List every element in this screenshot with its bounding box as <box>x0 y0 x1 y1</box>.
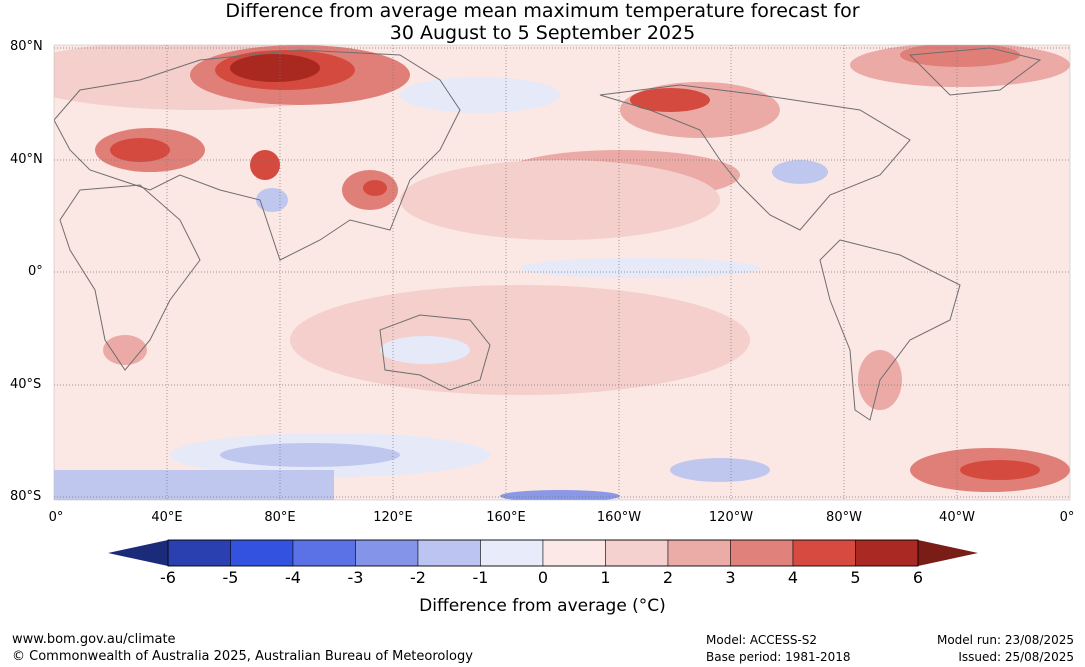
anomaly-zone <box>363 180 387 196</box>
colorbar-segment <box>605 539 669 567</box>
anomaly-zone <box>250 150 280 180</box>
footer-model-run: Model run: 23/08/2025 <box>936 633 1074 647</box>
anomaly-zone <box>670 458 770 482</box>
colorbar-segment <box>730 539 794 567</box>
colorbar-segment <box>542 539 606 567</box>
colorbar-segments <box>167 539 919 567</box>
temperature-anomaly-map <box>53 44 1071 501</box>
colorbar-tick-label: 4 <box>787 568 799 587</box>
lon-label-80e: 80°E <box>264 510 296 525</box>
anomaly-zone <box>630 88 710 112</box>
lon-label-0-left: 0° <box>48 510 64 525</box>
anomaly-zone <box>230 54 320 82</box>
colorbar-tick-label: -2 <box>410 568 426 587</box>
lat-label-80n: 80°N <box>10 39 43 54</box>
lat-label-80s: 80°S <box>10 489 42 504</box>
colorbar-segment <box>417 539 481 567</box>
colorbar-segment <box>480 539 544 567</box>
colorbar-segment <box>667 539 731 567</box>
lon-label-120w: 120°W <box>708 510 754 525</box>
colorbar-under-arrow <box>108 540 168 566</box>
africa-outline <box>59 184 201 371</box>
anomaly-zone <box>54 470 334 500</box>
colorbar-tick-label: 2 <box>662 568 674 587</box>
south-america-outline <box>819 239 961 421</box>
greenland-outline <box>908 47 1042 96</box>
colorbar-tick-label: 1 <box>600 568 611 587</box>
anomaly-zone <box>290 285 750 395</box>
anomaly-zone <box>520 258 760 278</box>
footer-website: www.bom.gov.au/climate <box>12 632 176 647</box>
colorbar-tick-label: -1 <box>472 568 489 587</box>
colorbar <box>108 539 978 567</box>
colorbar-segment <box>167 539 231 567</box>
lat-label-0: 0° <box>28 264 43 279</box>
colorbar-label: Difference from average (°C) <box>419 596 666 616</box>
footer-copyright: © Commonwealth of Australia 2025, Austra… <box>12 649 473 664</box>
lon-label-80w: 80°W <box>826 510 862 525</box>
graticule <box>54 45 1070 500</box>
footer-issued: Issued: 25/08/2025 <box>958 650 1074 664</box>
lat-label-40n: 40°N <box>10 152 43 167</box>
colorbar-tick-label: -5 <box>222 568 239 587</box>
anomaly-zone <box>380 336 470 364</box>
chart-title-line-2: 30 August to 5 September 2025 <box>389 22 696 44</box>
lon-label-120e: 120°E <box>373 510 413 525</box>
anomaly-zone <box>256 188 288 212</box>
lon-label-0-right: 0° <box>1059 510 1075 525</box>
colorbar-segment <box>355 539 419 567</box>
colorbar-frame <box>167 539 919 567</box>
colorbar-tick-label: 3 <box>725 568 736 587</box>
lat-label-40s: 40°S <box>10 377 42 392</box>
chart-title-line-1: Difference from average mean maximum tem… <box>225 0 860 22</box>
anomaly-zone <box>220 443 400 467</box>
footer-model: Model: ACCESS-S2 <box>706 633 818 647</box>
colorbar-tick-label: 5 <box>850 568 861 587</box>
colorbar-segment <box>792 539 856 567</box>
map-frame <box>53 44 1071 501</box>
anomaly-zone <box>900 45 1020 67</box>
anomaly-zone <box>400 160 720 240</box>
anomaly-zone <box>110 138 170 162</box>
colorbar-tick-label: -3 <box>347 568 364 587</box>
colorbar-tick-label: 6 <box>912 568 924 587</box>
colorbar-tick-label: 0 <box>537 568 549 587</box>
lon-label-160e: 160°E <box>486 510 526 525</box>
lon-label-40w: 40°W <box>939 510 975 525</box>
lon-label-40e: 40°E <box>151 510 183 525</box>
colorbar-over-arrow <box>918 540 978 566</box>
colorbar-tick-label: -6 <box>160 568 176 587</box>
footer-base-period: Base period: 1981-2018 <box>706 650 851 664</box>
lon-label-160w: 160°W <box>596 510 642 525</box>
anomaly-field <box>54 45 1070 500</box>
anomaly-zone <box>400 77 560 113</box>
colorbar-segment <box>292 539 356 567</box>
australia-outline <box>379 314 491 391</box>
colorbar-tick-label: -4 <box>285 568 301 587</box>
anomaly-zone <box>960 460 1040 480</box>
colorbar-segment <box>855 539 919 567</box>
colorbar-segment <box>230 539 294 567</box>
coastlines <box>54 47 1042 421</box>
anomaly-zone <box>500 490 620 500</box>
anomaly-zone <box>772 160 828 184</box>
north-america-outline <box>599 84 911 231</box>
